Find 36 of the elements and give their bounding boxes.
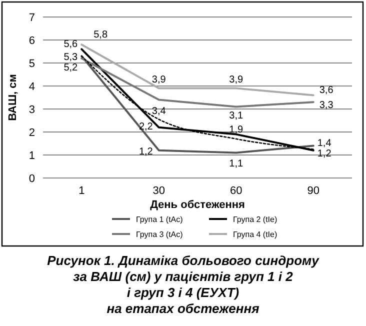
- y-tick-label: 5: [28, 58, 35, 70]
- data-label: 3,4: [152, 106, 166, 117]
- data-label: 5,8: [94, 30, 108, 41]
- legend-label: Група 4 (tIe): [233, 230, 278, 239]
- x-tick-label: 60: [230, 185, 242, 197]
- data-label: 3,3: [319, 100, 334, 112]
- y-axis-title: ВАШ, см: [7, 74, 19, 121]
- data-label: 1,9: [229, 124, 244, 136]
- line-series: [80, 57, 314, 108]
- y-tick-label: 2: [28, 127, 35, 139]
- text: Рисунок 1. Динаміка больового синдрому за ВАШ (см) у пацієнтів груп 1 і 2 і груп 3 і 4 (ЕУХТ) на етапах обстеження: [47, 253, 320, 316]
- data-label: 3,9: [229, 74, 244, 86]
- x-axis-title: День обстеження: [150, 199, 245, 211]
- y-tick-label: 7: [28, 12, 35, 24]
- data-label: 3,9: [152, 74, 166, 86]
- data-label: 5,3: [64, 52, 78, 64]
- data-label: 5,2: [64, 62, 78, 74]
- data-label: 1,1: [229, 158, 244, 170]
- x-tick-label: 30: [152, 185, 165, 197]
- data-label: 3,6: [319, 85, 334, 96]
- y-tick-label: 6: [28, 35, 35, 47]
- legend-label: Група 1 (tAc): [136, 215, 184, 224]
- data-label: 1,2: [138, 146, 154, 158]
- legend-label: Група 3 (tAc): [136, 230, 184, 239]
- x-tick-label: 1: [78, 185, 85, 197]
- data-label: 3,1: [229, 110, 244, 122]
- y-tick-label: 4: [28, 81, 35, 93]
- data-label: 1,2: [317, 148, 332, 160]
- y-tick-label: 0: [28, 173, 35, 185]
- y-tick-label: 3: [28, 104, 35, 116]
- legend-label: Група 2 (tIe): [233, 215, 278, 224]
- data-label: 5,6: [64, 39, 78, 50]
- data-label: 1,4: [317, 138, 332, 149]
- y-tick-label: 1: [28, 150, 35, 162]
- data-label: 2,2: [138, 121, 154, 132]
- x-tick-label: 90: [307, 185, 320, 197]
